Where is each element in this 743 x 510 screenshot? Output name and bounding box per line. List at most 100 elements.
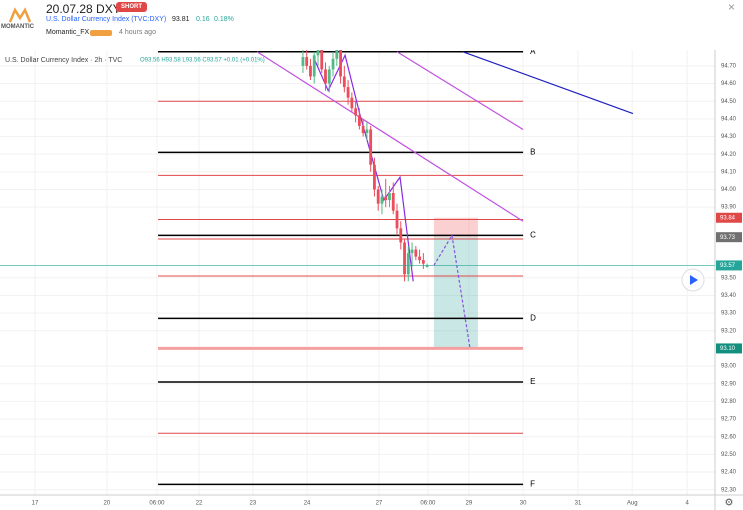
change: 0.16 [196, 16, 210, 23]
y-tick-label: 92.80 [721, 399, 737, 405]
projection-path [433, 233, 471, 349]
y-tick-label: 93.90 [721, 205, 737, 211]
y-tick-label: 93.30 [721, 311, 737, 317]
candle-body [410, 249, 414, 254]
header: MOMANTIC 20.07.28 DXY SHORT U.S. Dollar … [0, 0, 743, 50]
candle-body [384, 196, 388, 201]
settings-button[interactable]: ⚙ [725, 498, 734, 509]
price-tag-label: 93.57 [720, 263, 736, 269]
x-tick-label: 23 [250, 501, 257, 507]
price-tag [716, 260, 742, 271]
chart: A B C D E F 92.30 92.40 92.50 92.60 92.70 92.80 92.… [0, 50, 743, 510]
price: 93.81 [172, 16, 190, 23]
level-label: A [530, 50, 536, 56]
candle-body [350, 97, 354, 109]
y-tick-label: 92.90 [721, 381, 737, 387]
short-badge: SHORT [116, 2, 147, 12]
x-tick-label: 27 [376, 501, 383, 507]
axes: 92.30 92.40 92.50 92.60 92.70 92.80 92.90 93.00… [0, 63, 742, 507]
price-tag [716, 232, 742, 243]
y-tick-label: 93.40 [721, 293, 737, 299]
candle-body [365, 129, 369, 133]
level-label: F [530, 480, 535, 489]
x-tick-label: 4 [685, 501, 689, 507]
candle-body [406, 253, 410, 275]
x-tick-label: 31 [575, 501, 582, 507]
candle-body [418, 256, 421, 261]
logo-text: MOMANTIC [1, 24, 34, 30]
candle-body [305, 57, 309, 66]
y-tick-label: 93.20 [721, 328, 737, 334]
play-icon [690, 275, 698, 285]
y-tick-label: 94.40 [721, 116, 737, 122]
y-tick-label: 92.70 [721, 417, 737, 423]
candle-body [373, 164, 376, 190]
x-tick-label: 06:00 [420, 501, 436, 507]
y-tick-label: 92.40 [721, 470, 737, 476]
y-tick-label: 94.30 [721, 134, 737, 140]
author-badge [90, 30, 112, 36]
y-tick-label: 94.70 [721, 63, 737, 69]
ohlc-legend: O93.56 H93.58 L93.56 C93.57 +0.01 (+0.01… [140, 58, 265, 64]
price-tag-label: 93.73 [720, 235, 736, 241]
change-pct: 0.18% [214, 16, 234, 23]
y-tick-label: 92.60 [721, 434, 737, 440]
candle-body [380, 196, 384, 204]
y-tick-label: 94.50 [721, 99, 737, 105]
candle-body [342, 76, 346, 88]
candle-body [403, 242, 406, 275]
candle-body [399, 228, 403, 243]
candle-body [369, 129, 373, 165]
chart-legend: U.S. Dollar Currency Index · 2h · TVC [5, 57, 122, 64]
candle-body [316, 50, 320, 56]
trend-line [462, 51, 634, 115]
logo-icon [8, 7, 32, 23]
y-tick-label: 94.20 [721, 152, 737, 158]
candle-body [324, 69, 327, 84]
price-tag-label: 93.84 [720, 215, 736, 221]
trend-line [396, 51, 524, 130]
symbol-link[interactable]: U.S. Dollar Currency Index (TVC:DXY) [46, 16, 167, 23]
plot-area: A B C D E F [0, 50, 715, 495]
candle-body [357, 115, 361, 126]
trend-line [256, 51, 524, 222]
candle-body [309, 65, 312, 77]
candle-body [312, 55, 316, 77]
level-label: D [530, 314, 536, 323]
candle-body [327, 69, 331, 84]
candle-body [376, 189, 380, 204]
candle-body [339, 50, 342, 77]
x-tick-label: 30 [520, 501, 527, 507]
x-tick-label: 29 [466, 501, 473, 507]
candle-body [395, 210, 399, 229]
candle-body [331, 58, 335, 70]
level-label: B [530, 148, 535, 157]
x-tick-label: 17 [32, 501, 39, 507]
price-tag [716, 212, 742, 223]
candle-body [361, 125, 365, 133]
price-tag [716, 343, 742, 354]
x-tick-label: 20 [104, 501, 111, 507]
candle-body [346, 87, 350, 98]
candle-body [320, 50, 324, 70]
idea-title: 20.07.28 DXY [46, 2, 121, 16]
target-zone [433, 237, 478, 349]
candle-body [421, 260, 425, 264]
y-tick-label: 94.00 [721, 187, 737, 193]
level-label: C [530, 231, 536, 240]
y-tick-label: 93.50 [721, 275, 737, 281]
y-tick-label: 92.30 [721, 487, 737, 493]
candle-body [335, 50, 339, 59]
x-tick-label: 06:00 [149, 501, 165, 507]
close-button[interactable]: × [728, 0, 736, 14]
x-tick-label: 24 [304, 501, 311, 507]
y-tick-label: 94.10 [721, 169, 737, 175]
candle-body [388, 193, 391, 201]
author[interactable]: Momantic_FX [46, 29, 90, 36]
price-tag-label: 93.10 [720, 346, 736, 352]
y-tick-label: 92.50 [721, 452, 737, 458]
level-label: E [530, 377, 535, 386]
candle-body [354, 108, 358, 116]
y-tick-label: 94.60 [721, 81, 737, 87]
